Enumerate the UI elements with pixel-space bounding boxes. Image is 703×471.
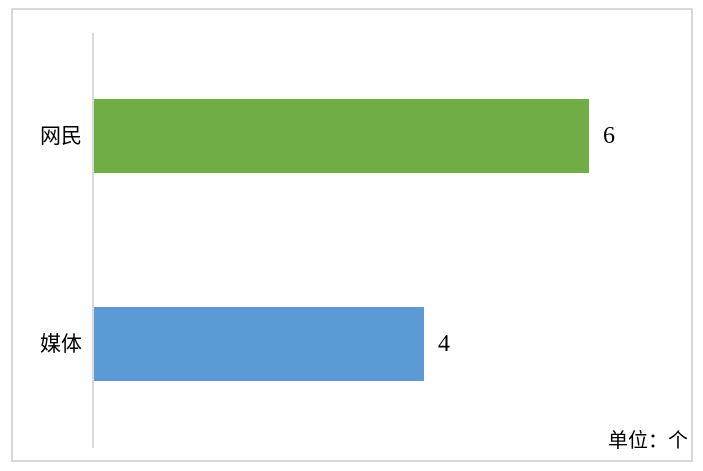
bar-series-point[interactable] (94, 99, 589, 173)
unit-label: 单位：个 (608, 430, 688, 452)
chart-border (11, 8, 693, 462)
category-label: 媒体 (40, 332, 82, 356)
bar-series-point[interactable] (94, 307, 424, 381)
category-axis-line (92, 33, 94, 448)
value-label: 6 (603, 123, 615, 149)
category-label: 网民 (40, 124, 82, 148)
value-label: 4 (438, 331, 450, 357)
